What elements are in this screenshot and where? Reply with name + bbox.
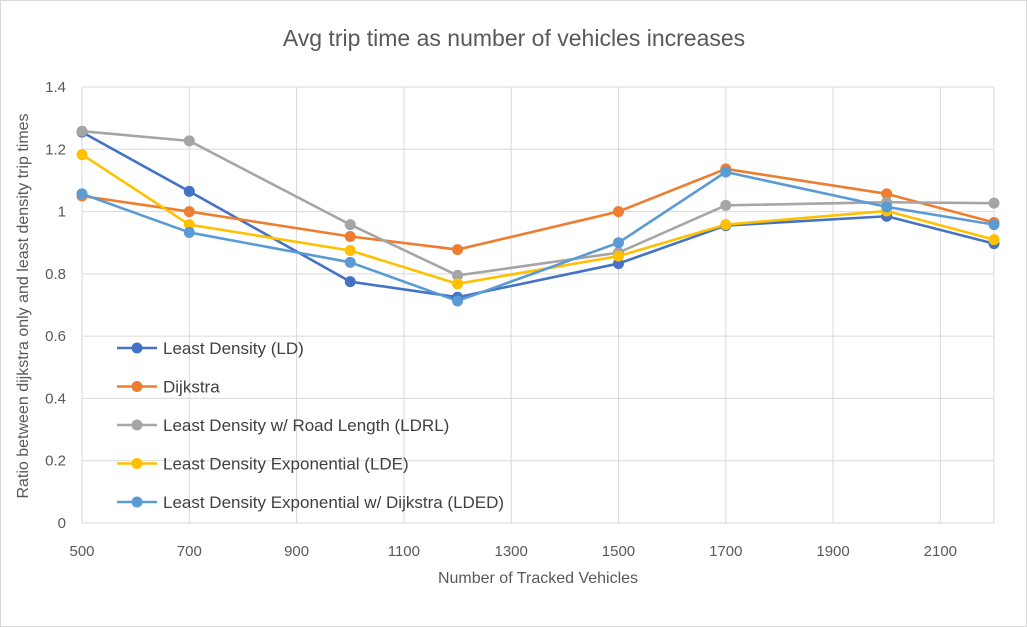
x-tick-label: 1700 bbox=[709, 543, 742, 560]
data-point bbox=[452, 295, 464, 307]
y-tick-label: 0.8 bbox=[45, 266, 66, 283]
y-axis-label: Ratio between dijkstra only and least de… bbox=[15, 113, 32, 498]
data-point bbox=[183, 135, 195, 147]
data-point bbox=[76, 149, 88, 161]
legend-entry: Dijkstra bbox=[117, 378, 220, 397]
x-tick-label: 500 bbox=[69, 543, 94, 560]
data-point bbox=[612, 206, 624, 218]
data-point bbox=[720, 219, 732, 231]
data-point bbox=[183, 226, 195, 238]
legend-label: Least Density Exponential (LDE) bbox=[163, 455, 409, 474]
data-point bbox=[344, 245, 356, 256]
x-tick-label: 1300 bbox=[494, 543, 527, 560]
data-point bbox=[612, 237, 624, 249]
data-point bbox=[183, 219, 195, 231]
series-line-2 bbox=[81, 167, 995, 251]
data-point bbox=[183, 185, 195, 197]
data-point bbox=[76, 125, 88, 137]
x-tick-label: 1500 bbox=[602, 543, 635, 560]
data-point bbox=[344, 276, 356, 288]
data-point bbox=[452, 244, 464, 256]
x-tick-labels: 500 700 900 1100 1300 1500 1700 1900 2100 bbox=[69, 543, 957, 560]
y-tick-label: 1 bbox=[58, 204, 66, 221]
legend-label: Least Density Exponential w/ Dijkstra (L… bbox=[163, 493, 504, 512]
data-point bbox=[881, 188, 893, 200]
legend-swatch-marker bbox=[131, 419, 143, 431]
x-tick-label: 1900 bbox=[816, 543, 849, 560]
data-point bbox=[988, 197, 1000, 209]
legend-label: Dijkstra bbox=[163, 378, 220, 397]
y-tick-label: 0.2 bbox=[45, 453, 66, 470]
data-point bbox=[720, 199, 732, 211]
y-tick-label: 0 bbox=[58, 515, 66, 532]
y-tick-labels: 0 0.2 0.4 0.6 0.8 1 1.2 1.4 bbox=[45, 79, 66, 532]
x-tick-label: 700 bbox=[177, 543, 202, 560]
x-tick-label: 900 bbox=[284, 543, 309, 560]
series-lines bbox=[81, 129, 995, 303]
legend-swatch-marker bbox=[131, 381, 143, 392]
data-point bbox=[344, 256, 356, 268]
data-point bbox=[344, 230, 356, 242]
data-point bbox=[988, 219, 1000, 231]
data-point bbox=[183, 206, 195, 218]
legend-entry: Least Density (LD) bbox=[117, 339, 304, 358]
y-tick-label: 1.2 bbox=[45, 141, 66, 158]
legend-label: Least Density w/ Road Length (LDRL) bbox=[163, 416, 449, 435]
series-line-3 bbox=[81, 129, 995, 277]
data-point bbox=[988, 234, 1000, 246]
legend-swatch-marker bbox=[131, 458, 143, 469]
series-line-1 bbox=[81, 131, 995, 299]
data-point bbox=[452, 278, 464, 290]
legend-entry: Least Density w/ Road Length (LDRL) bbox=[117, 416, 449, 435]
legend-swatch-marker bbox=[131, 342, 143, 354]
legend: Least Density (LD) Dijkstra Least Density … bbox=[117, 339, 504, 512]
series-line-5 bbox=[81, 170, 995, 303]
series-points bbox=[76, 125, 1000, 307]
series-line-4 bbox=[81, 153, 995, 286]
x-tick-label: 1100 bbox=[388, 543, 420, 560]
y-tick-label: 0.4 bbox=[45, 390, 66, 407]
data-point bbox=[76, 188, 88, 200]
data-point bbox=[720, 166, 732, 178]
data-point bbox=[344, 219, 356, 231]
data-point bbox=[881, 201, 893, 213]
legend-entry: Least Density Exponential w/ Dijkstra (L… bbox=[117, 493, 504, 512]
gridlines bbox=[81, 86, 995, 524]
chart-title: Avg trip time as number of vehicles incr… bbox=[283, 25, 745, 51]
legend-entry: Least Density Exponential (LDE) bbox=[117, 455, 409, 474]
y-tick-label: 1.4 bbox=[45, 79, 66, 96]
legend-label: Least Density (LD) bbox=[163, 339, 304, 358]
data-point bbox=[612, 250, 624, 262]
data-point bbox=[452, 269, 464, 281]
x-tick-label: 2100 bbox=[924, 543, 957, 560]
x-axis-label: Number of Tracked Vehicles bbox=[438, 570, 638, 587]
y-tick-label: 0.6 bbox=[45, 328, 66, 345]
legend-swatch-marker bbox=[131, 496, 143, 508]
